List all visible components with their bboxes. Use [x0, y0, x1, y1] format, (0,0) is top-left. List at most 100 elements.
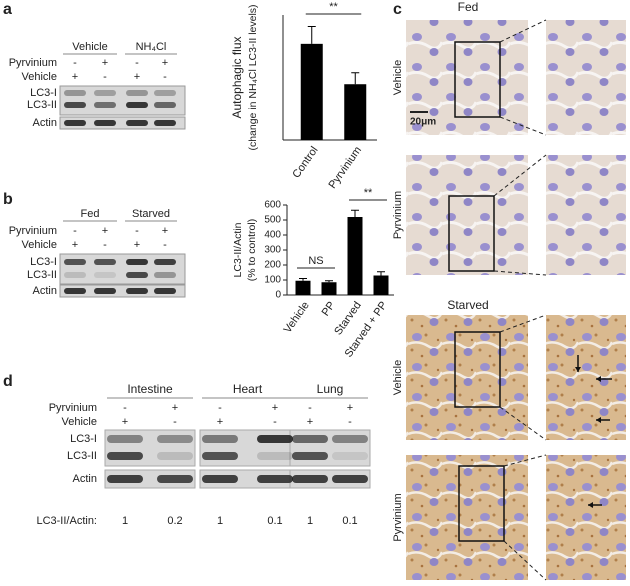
x-tick-label: Vehicle [282, 300, 312, 336]
blot-membrane [59, 284, 186, 298]
x-tick-label: Pyrvinium [327, 145, 365, 191]
blot-band [126, 102, 148, 108]
blot-band [202, 435, 238, 443]
treatment-sign: + [102, 57, 108, 69]
y-tick-label: 600 [264, 200, 281, 211]
blot-band [64, 90, 86, 96]
blot-band [202, 475, 238, 483]
error-bar [307, 26, 316, 44]
blot-band [126, 90, 148, 96]
bar [295, 280, 311, 295]
zoom-box [454, 331, 501, 408]
treatment-label: Pyrvinium [49, 402, 97, 414]
treatment-sign: + [162, 225, 168, 237]
blot-band [157, 452, 193, 460]
treatment-label: Vehicle [22, 239, 57, 251]
group-label: NH₄Cl [136, 41, 167, 53]
zoom-guide [499, 314, 547, 333]
blot-band [154, 120, 176, 126]
ratio-value: 1 [307, 515, 313, 527]
treatment-sign: + [72, 71, 78, 83]
blot-band [154, 272, 176, 278]
y-axis-label: (% to control) [246, 219, 258, 281]
treatment-sign: + [102, 225, 108, 237]
error-bar [377, 271, 385, 276]
treatment-sign: - [308, 402, 312, 414]
treatment-sign: + [172, 402, 178, 414]
ratio-value: 0.1 [342, 515, 357, 527]
panel-label: a [3, 1, 12, 18]
blot-band [257, 452, 293, 460]
band-label: LC3-I [30, 87, 57, 99]
zoom-guide [499, 406, 547, 441]
blot-band [292, 435, 328, 443]
y-axis-label: LC3-II/Actin [232, 222, 244, 277]
band-label: LC3-I [30, 256, 57, 268]
blot-band [107, 452, 143, 460]
blot-band [292, 452, 328, 460]
y-axis-label: (change in NH₄Cl LC3-II levels) [247, 4, 259, 150]
y-tick-label: 0 [275, 290, 281, 301]
blot-membrane [104, 469, 196, 489]
blot-membrane [59, 253, 186, 285]
blot-band [332, 452, 368, 460]
blot-band [332, 435, 368, 443]
tissue-label: Intestine [127, 382, 173, 396]
treatment-sign: - [73, 57, 77, 69]
treatment-sign: - [163, 71, 167, 83]
error-bar [325, 280, 333, 283]
blot-band [126, 120, 148, 126]
panel-label: b [3, 191, 13, 208]
treatment-sign: - [163, 239, 167, 251]
blot-band [157, 435, 193, 443]
error-bar [351, 209, 359, 217]
blot-band [64, 288, 86, 294]
arrow-head [575, 367, 581, 372]
bar [321, 282, 337, 295]
treatment-sign: - [123, 402, 127, 414]
bar [347, 217, 363, 295]
micrograph [406, 315, 528, 440]
blot-band [126, 288, 148, 294]
blot-band [126, 259, 148, 265]
treatment-sign: - [103, 239, 107, 251]
blot-band [94, 90, 116, 96]
bar [373, 275, 389, 295]
treatment-sign: - [73, 225, 77, 237]
treatment-sign: + [122, 416, 128, 428]
condition-title: Starved [447, 298, 488, 312]
treatment-sign: + [272, 402, 278, 414]
tissue-label: Lung [317, 382, 344, 396]
blot-band [154, 102, 176, 108]
y-tick-label: 100 [264, 275, 281, 286]
blot-band [64, 272, 86, 278]
blot-band [154, 288, 176, 294]
error-bar [351, 72, 360, 85]
treatment-sign: - [135, 57, 139, 69]
treatment-sign: - [218, 402, 222, 414]
zoom-guide [493, 270, 547, 276]
treatment-sign: + [307, 416, 313, 428]
treatment-label: Pyrvinium [9, 225, 57, 237]
band-label: LC3-II [67, 450, 97, 462]
micrograph [406, 455, 528, 580]
blot-band [94, 272, 116, 278]
ratio-label: LC3-II/Actin: [36, 515, 97, 527]
significance-label: ** [329, 1, 338, 13]
band-label: LC3-II [27, 269, 57, 281]
treatment-label: Pyrvinium [9, 57, 57, 69]
blot-membrane [59, 85, 186, 116]
treatment-sign: - [173, 416, 177, 428]
arrow-head [588, 502, 593, 508]
zoom-guide [503, 454, 547, 467]
group-label: Vehicle [72, 41, 107, 53]
group-label: Starved [132, 208, 170, 220]
y-tick-label: 400 [264, 230, 281, 241]
blot-band [94, 259, 116, 265]
blot-band [94, 288, 116, 294]
y-tick-label: 200 [264, 260, 281, 271]
zoom-guide [499, 116, 547, 136]
row-label: Pyrvinium [392, 191, 404, 239]
ratio-value: 0.2 [167, 515, 182, 527]
